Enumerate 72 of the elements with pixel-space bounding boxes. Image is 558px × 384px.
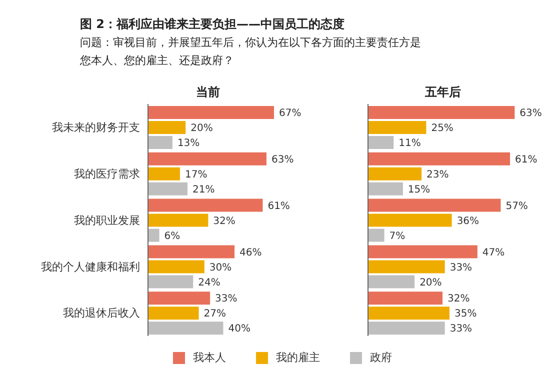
bar [148,322,224,335]
data-label: 67% [279,108,302,120]
bar [148,198,263,212]
data-label: 57% [506,200,528,212]
bar [148,306,199,320]
bar [368,214,452,227]
bar [148,292,210,305]
bar [148,275,194,288]
chart-title: 五年后 [424,84,462,100]
chart-title: 当前 [195,84,221,100]
bar [368,292,443,305]
data-label: 46% [240,247,262,258]
data-label: 11% [398,138,421,150]
data-label: 32% [213,216,236,227]
legend-label: 我的雇主 [276,350,320,365]
data-label: 30% [209,262,232,274]
y-tick-label: 我未来的财务开支 [52,121,140,134]
data-label: 63% [520,108,542,120]
data-label: 7% [389,230,406,242]
bar [148,182,188,196]
data-label: 25% [431,123,454,134]
bar [368,245,478,258]
bar [368,167,422,180]
bar [148,106,274,119]
caption: 图 2：福利应由谁来主要负担——中国员工的态度 [80,16,346,33]
bar [368,260,445,274]
data-label: 35% [454,308,477,320]
text: 问题：审视目前，并展望五年后，你认为在以下各方面的主要责任方是您本人、您的雇主、还是政府？ [80,35,422,69]
data-label: 20% [190,123,213,134]
bar [148,214,208,227]
legend-label: 政府 [370,350,392,365]
y-tick-label: 我的个人健康和福利 [41,260,140,274]
y-tick-label: 我的职业发展 [74,214,140,227]
bar [368,198,501,212]
bar [368,228,384,242]
bar [368,121,426,134]
bar [368,136,394,149]
bar [148,136,172,149]
data-label: 24% [198,277,220,288]
bar [148,121,186,134]
y-tick-label: 我的退休后收入 [63,306,140,320]
bar [148,260,204,274]
data-label: 33% [450,324,472,335]
data-label: 47% [482,247,505,258]
bar [368,106,515,119]
bar [148,167,180,180]
bar [368,322,445,335]
data-label: 36% [456,216,480,227]
data-label: 40% [228,324,250,335]
data-label: 32% [448,294,470,305]
data-label: 33% [450,262,472,274]
legend-label: 我本人 [193,350,226,365]
data-label: 63% [271,154,294,166]
bar [368,306,450,320]
data-label: 33% [215,294,238,305]
data-label: 61% [268,200,290,212]
data-label: 6% [164,230,180,242]
data-label: 27% [204,308,226,320]
bar [368,152,510,166]
bar [368,275,415,288]
data-label: 15% [408,184,430,196]
bar [148,228,160,242]
data-label: 20% [420,277,442,288]
bar [148,245,235,258]
bar [148,152,266,166]
data-label: 61% [515,154,538,166]
data-label: 23% [426,169,449,180]
y-tick-label: 我的医疗需求 [74,168,140,181]
data-label: 13% [177,138,200,150]
bar [368,182,403,196]
data-label: 21% [192,184,215,196]
data-label: 17% [184,169,208,180]
